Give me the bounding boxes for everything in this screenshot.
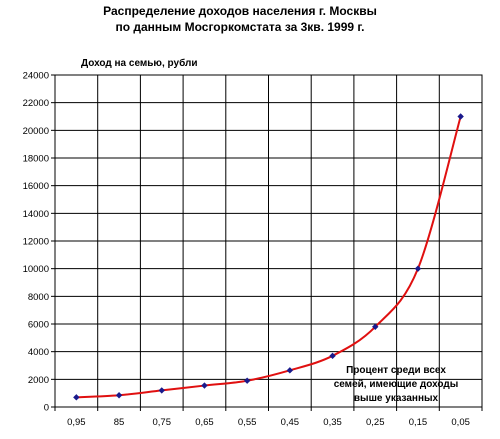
x-tick-label: 0,45 (281, 417, 300, 428)
y-tick-label: 24000 (23, 71, 49, 82)
x-tick-label: 0,25 (366, 417, 385, 428)
x-tick-label: 0,35 (323, 417, 342, 428)
x-tick-label: 0,15 (409, 417, 428, 428)
x-tick-label: 0,95 (67, 417, 86, 428)
x-tick-label: 0,55 (238, 417, 257, 428)
series-1 (73, 113, 464, 401)
x-tick-label: 0,75 (153, 417, 172, 428)
data-point (329, 352, 336, 360)
y-tick-label: 12000 (23, 237, 49, 248)
grid-lines (55, 75, 482, 407)
data-point (201, 382, 208, 389)
chart-title: Распределение доходов населения г. Москв… (103, 4, 377, 34)
data-point (457, 113, 464, 120)
data-point (243, 377, 251, 384)
chart-title-line-1: Распределение доходов населения г. Москв… (103, 4, 377, 18)
annotation-line-2: семей, имеющие доходы (334, 379, 459, 390)
data-point (372, 323, 379, 330)
data-point (115, 392, 123, 399)
y-tick-label: 18000 (23, 154, 49, 165)
chart-title-line-2: по данным Мосгоркомстата за 3кв. 1999 г. (115, 20, 364, 34)
data-point (414, 265, 422, 272)
annotation-line-1: Процент среди всех (346, 365, 446, 376)
data-point (286, 367, 294, 374)
y-tick-label: 14000 (23, 209, 49, 220)
y-tick-label: 22000 (23, 98, 49, 109)
x-tick-label: 0,65 (195, 417, 214, 428)
y-tick-label: 10000 (23, 264, 49, 275)
y-tick-label: 16000 (23, 181, 49, 192)
y-tick-label: 20000 (23, 126, 49, 137)
y-tick-label: 4000 (28, 347, 49, 358)
x-tick-label: 85 (114, 417, 125, 428)
data-point (158, 387, 165, 394)
y-tick-label: 0 (44, 403, 49, 414)
y-axis-ticks: 0 2000 4000 6000 8000 10000 12000 14000 16000 180… (23, 71, 55, 414)
y-tick-label: 2000 (28, 375, 49, 386)
y-tick-label: 6000 (28, 320, 49, 331)
annotation-line-3: выше указанных (354, 393, 439, 404)
annotation: Процент среди всех семей, имеющие доходы… (334, 365, 459, 404)
x-tick-label: 0,05 (451, 417, 470, 428)
y-axis-label: Доход на семью, рубли (81, 57, 198, 69)
y-tick-label: 8000 (28, 292, 49, 303)
x-axis-ticks: 0,95 85 0,75 0,65 0,55 0,45 0,35 0,25 0,15 0,05 (54, 407, 483, 428)
data-point (73, 394, 80, 401)
